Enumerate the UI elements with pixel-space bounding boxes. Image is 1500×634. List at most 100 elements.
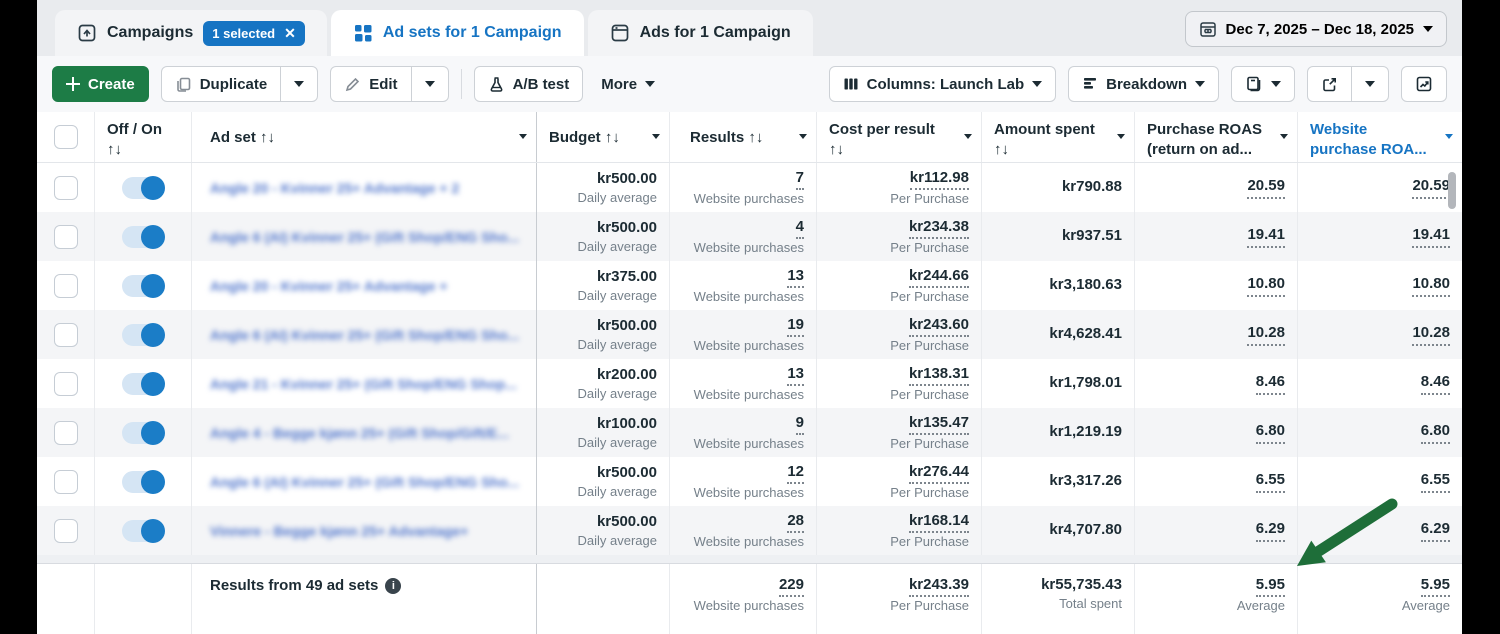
results-value[interactable]: 19 [787,315,804,337]
tab-ad-sets[interactable]: Ad sets for 1 Campaign [330,10,584,56]
row-checkbox[interactable] [53,420,78,445]
row-checkbox[interactable] [53,175,78,200]
cost-per-result-value[interactable]: kr168.14 [908,511,969,533]
website-roas-value[interactable]: 6.29 [1420,519,1450,542]
row-checkbox[interactable] [53,224,78,249]
results-value[interactable]: 9 [795,413,804,435]
purchase-roas-value[interactable]: 10.28 [1247,323,1285,346]
purchase-roas-value[interactable]: 6.80 [1255,421,1285,444]
breakdown-button[interactable]: Breakdown [1068,66,1219,102]
row-purchase-roas-cell: 20.59 [1135,163,1298,212]
results-value[interactable]: 13 [787,364,804,386]
ad-set-name-link[interactable]: Vinnere - Begge kjønn 25+ Advantage+ [210,522,469,539]
clear-selection-icon[interactable]: ✕ [284,25,296,41]
website-roas-value[interactable]: 6.80 [1420,421,1450,444]
ad-set-name-link[interactable]: Angle 21 - Kvinner 25+ (Gift Shop/ENG Sh… [210,375,517,392]
results-value[interactable]: 12 [787,462,804,484]
caret-down-icon [645,81,656,87]
purchase-roas-value[interactable]: 6.55 [1255,470,1285,493]
edit-button[interactable]: Edit [331,67,410,101]
ab-test-button[interactable]: A/B test [473,66,584,102]
ad-set-toggle-on[interactable] [122,518,165,543]
duplicate-button[interactable]: Duplicate [162,67,281,101]
row-checkbox[interactable] [53,273,78,298]
select-all-checkbox[interactable] [53,125,78,149]
info-icon[interactable]: i [385,577,402,594]
row-checkbox[interactable] [53,469,78,494]
totals-summary-cell: Results from 49 ad sets i [192,564,537,634]
date-range-picker[interactable]: Dec 7, 2025 – Dec 18, 2025 [1184,11,1447,47]
total-cpr-value[interactable]: kr243.39 [908,575,969,598]
create-button[interactable]: Create [52,66,149,102]
row-cost-per-result-cell: kr234.38 Per Purchase [817,212,982,261]
total-results-value[interactable]: 229 [778,575,804,598]
purchase-roas-value[interactable]: 10.80 [1247,274,1285,297]
reports-button[interactable] [1231,66,1295,102]
vertical-scrollbar-thumb[interactable] [1448,172,1456,209]
charts-button[interactable] [1401,66,1447,102]
results-value[interactable]: 13 [787,266,804,288]
ad-set-toggle-on[interactable] [122,420,165,445]
purchase-roas-value[interactable]: 6.29 [1255,519,1285,542]
selected-filter-badge[interactable]: 1 selected ✕ [203,20,305,46]
ad-set-name-link[interactable]: Angle 6 (AI) Kvinner 25+ (Gift Shop/ENG … [210,326,520,343]
toolbar-divider [460,69,462,99]
column-header-off-on[interactable]: Off / On ↑↓ [95,112,192,162]
total-purchase-roas-value[interactable]: 5.95 [1255,575,1285,598]
ad-set-name-link[interactable]: Angle 6 (AI) Kvinner 25+ (Gift Shop/ENG … [210,473,520,490]
table-row: Angle 6 (AI) Kvinner 25+ (Gift Shop/ENG … [37,457,1462,506]
ad-set-toggle-on[interactable] [122,469,165,494]
tab-ads[interactable]: Ads for 1 Campaign [587,10,813,56]
purchase-roas-value[interactable]: 20.59 [1247,176,1285,199]
campaigns-icon [77,23,97,43]
column-header-ad-set[interactable]: Ad set ↑↓ [192,112,537,162]
results-value[interactable]: 7 [795,168,804,190]
cost-per-result-value[interactable]: kr244.66 [908,266,969,288]
duplicate-menu-button[interactable] [280,67,317,101]
website-roas-value[interactable]: 19.41 [1412,225,1450,248]
reports-icon [1245,75,1263,93]
ad-set-name-link[interactable]: Angle 4 - Begge kjønn 25+ (Gift Shop/Gif… [210,424,510,441]
ad-set-toggle-on[interactable] [122,224,165,249]
row-checkbox[interactable] [53,371,78,396]
cost-per-result-value[interactable]: kr243.60 [908,315,969,337]
total-website-roas-value[interactable]: 5.95 [1420,575,1450,598]
ad-set-toggle-on[interactable] [122,273,165,298]
cost-per-result-value[interactable]: kr234.38 [908,217,969,239]
edit-menu-button[interactable] [410,67,448,101]
export-menu-button[interactable] [1351,67,1388,101]
website-roas-value[interactable]: 8.46 [1420,372,1450,395]
column-header-budget[interactable]: Budget ↑↓ [537,112,670,162]
results-value[interactable]: 4 [795,217,804,239]
results-value[interactable]: 28 [787,511,804,533]
column-header-website-purchase-roas[interactable]: Website purchase ROA... [1298,112,1462,162]
columns-button[interactable]: Columns: Launch Lab [828,66,1057,102]
ad-set-toggle-on[interactable] [122,371,165,396]
cost-per-result-value[interactable]: kr138.31 [908,364,969,386]
row-ad-set-cell: Angle 4 - Begge kjønn 25+ (Gift Shop/Gif… [192,408,537,457]
tab-campaigns[interactable]: Campaigns 1 selected ✕ [55,10,327,56]
more-button[interactable]: More [595,76,661,93]
cost-per-result-value[interactable]: kr112.98 [909,168,969,190]
column-header-purchase-roas[interactable]: Purchase ROAS (return on ad... [1135,112,1298,162]
ad-set-toggle-on[interactable] [122,175,165,200]
export-button[interactable] [1308,67,1351,101]
website-roas-value[interactable]: 20.59 [1412,176,1450,199]
purchase-roas-value[interactable]: 8.46 [1255,372,1285,395]
website-roas-value[interactable]: 6.55 [1420,470,1450,493]
purchase-roas-value[interactable]: 19.41 [1247,225,1285,248]
ad-set-name-link[interactable]: Angle 20 - Kvinner 25+ Advantage + 2 [210,179,460,196]
row-checkbox[interactable] [53,322,78,347]
ad-set-toggle-on[interactable] [122,322,165,347]
caret-down-icon [1271,81,1281,87]
column-header-results[interactable]: Results ↑↓ [670,112,817,162]
ad-set-name-link[interactable]: Angle 20 - Kvinner 25+ Advantage + [210,277,448,294]
website-roas-value[interactable]: 10.28 [1412,323,1450,346]
cost-per-result-value[interactable]: kr276.44 [908,462,969,484]
ad-set-name-link[interactable]: Angle 6 (AI) Kvinner 25+ (Gift Shop/ENG … [210,228,520,245]
row-checkbox[interactable] [53,518,78,543]
website-roas-value[interactable]: 10.80 [1412,274,1450,297]
column-header-amount-spent[interactable]: Amount spent ↑↓ [982,112,1135,162]
column-header-cost-per-result[interactable]: Cost per result ↑↓ [817,112,982,162]
cost-per-result-value[interactable]: kr135.47 [908,413,969,435]
